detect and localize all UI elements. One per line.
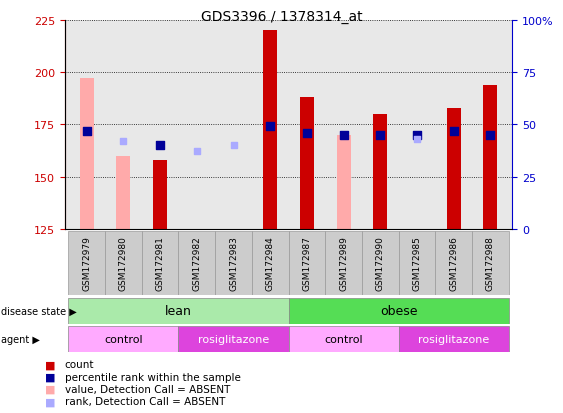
Point — [119, 138, 128, 145]
FancyBboxPatch shape — [399, 326, 508, 352]
Bar — [300, 98, 314, 229]
FancyBboxPatch shape — [69, 298, 289, 324]
Text: obese: obese — [380, 305, 417, 318]
Text: GSM172982: GSM172982 — [193, 236, 202, 291]
Bar — [446, 108, 461, 229]
Text: disease state ▶: disease state ▶ — [1, 306, 77, 316]
Text: value, Detection Call = ABSENT: value, Detection Call = ABSENT — [65, 384, 230, 394]
FancyBboxPatch shape — [215, 231, 252, 295]
Text: GSM172980: GSM172980 — [119, 236, 128, 291]
FancyBboxPatch shape — [142, 231, 178, 295]
Text: GSM172988: GSM172988 — [486, 236, 495, 291]
Bar — [80, 79, 93, 229]
Text: control: control — [324, 334, 363, 344]
Point — [302, 130, 311, 137]
Text: ■: ■ — [46, 384, 56, 394]
Text: GSM172990: GSM172990 — [376, 236, 385, 291]
Point — [193, 149, 202, 155]
Text: ■: ■ — [46, 372, 56, 382]
Point — [376, 132, 385, 139]
Text: rosiglitazone: rosiglitazone — [198, 334, 269, 344]
Point — [266, 124, 275, 131]
Point — [486, 132, 495, 139]
FancyBboxPatch shape — [105, 231, 142, 295]
Text: rank, Detection Call = ABSENT: rank, Detection Call = ABSENT — [65, 396, 225, 406]
Text: GSM172979: GSM172979 — [82, 236, 91, 291]
Text: percentile rank within the sample: percentile rank within the sample — [65, 372, 240, 382]
Point — [229, 142, 238, 149]
FancyBboxPatch shape — [178, 326, 289, 352]
Text: GSM172983: GSM172983 — [229, 236, 238, 291]
Text: GSM172984: GSM172984 — [266, 236, 275, 291]
FancyBboxPatch shape — [289, 231, 325, 295]
FancyBboxPatch shape — [69, 231, 105, 295]
Text: lean: lean — [165, 305, 192, 318]
Text: GSM172989: GSM172989 — [339, 236, 348, 291]
Bar — [484, 85, 497, 229]
FancyBboxPatch shape — [472, 231, 508, 295]
Bar — [373, 114, 387, 229]
Bar — [153, 160, 167, 229]
FancyBboxPatch shape — [69, 326, 178, 352]
Text: GSM172986: GSM172986 — [449, 236, 458, 291]
Text: ■: ■ — [46, 396, 56, 406]
Text: count: count — [65, 359, 94, 369]
Point — [155, 142, 164, 149]
FancyBboxPatch shape — [325, 231, 362, 295]
FancyBboxPatch shape — [399, 231, 435, 295]
FancyBboxPatch shape — [289, 326, 399, 352]
FancyBboxPatch shape — [362, 231, 399, 295]
Bar — [337, 135, 351, 229]
Text: agent ▶: agent ▶ — [1, 334, 40, 344]
Text: GDS3396 / 1378314_at: GDS3396 / 1378314_at — [200, 10, 363, 24]
FancyBboxPatch shape — [252, 231, 289, 295]
Point — [339, 132, 348, 139]
Bar — [117, 156, 131, 229]
Point — [82, 128, 91, 135]
Text: rosiglitazone: rosiglitazone — [418, 334, 489, 344]
Text: ■: ■ — [46, 359, 56, 369]
FancyBboxPatch shape — [178, 231, 215, 295]
Point — [413, 136, 422, 143]
FancyBboxPatch shape — [289, 298, 508, 324]
Point — [449, 128, 458, 135]
Text: GSM172987: GSM172987 — [302, 236, 311, 291]
Point — [413, 132, 422, 139]
Text: GSM172985: GSM172985 — [413, 236, 422, 291]
Text: control: control — [104, 334, 143, 344]
FancyBboxPatch shape — [435, 231, 472, 295]
Text: GSM172981: GSM172981 — [155, 236, 164, 291]
Bar — [263, 31, 277, 229]
